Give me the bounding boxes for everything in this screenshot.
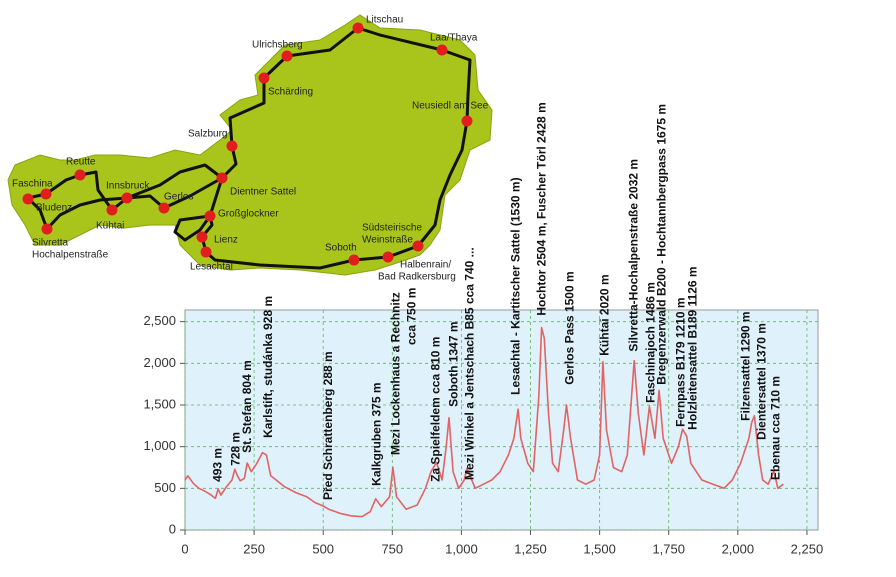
elevation-chart: 0 500 1,000 1,500 2,000 2,500 0 250 500 750 1,000 1… bbox=[143, 102, 823, 556]
x-tick-label: 1,750 bbox=[652, 541, 685, 556]
place-marker bbox=[258, 72, 270, 84]
place-marker bbox=[200, 246, 212, 258]
y-tick-label: 2,500 bbox=[143, 313, 176, 328]
place-label: Bad Radkersburg bbox=[378, 272, 456, 283]
annotation: Mezi Lockenhaus a Rechnitz bbox=[388, 292, 402, 455]
y-tick-label: 500 bbox=[154, 480, 176, 495]
place-marker bbox=[204, 210, 216, 222]
place-marker bbox=[461, 115, 473, 127]
x-tick-label: 0 bbox=[181, 541, 188, 556]
place-label: Hochalpenstraße bbox=[32, 250, 109, 261]
annotation: 493 m bbox=[210, 448, 224, 482]
annotation: Ebenau cca 710 m bbox=[769, 376, 783, 480]
place-label: Gerlos bbox=[164, 192, 193, 203]
x-tick-label: 250 bbox=[243, 541, 265, 556]
place-marker bbox=[41, 223, 53, 235]
annotation: 728 m bbox=[228, 432, 242, 466]
elevation-line bbox=[184, 326, 784, 518]
y-tick-label: 0 bbox=[169, 521, 176, 536]
place-label: Dientner Sattel bbox=[230, 187, 296, 198]
annotation: Silvretta-Hochalpenstraße 2032 m bbox=[626, 159, 640, 352]
annotation: Lesachtal - Kartitscher Sattel (1530 m) bbox=[508, 177, 522, 394]
place-label: Laa/Thaya bbox=[430, 33, 478, 44]
place-marker bbox=[412, 240, 424, 252]
place-label: Lienz bbox=[214, 235, 238, 246]
y-tick-label: 1,000 bbox=[143, 438, 176, 453]
place-marker bbox=[158, 202, 170, 214]
austria-map bbox=[7, 14, 493, 276]
annotation: Karlstift, studánka 928 m bbox=[261, 296, 275, 438]
annotation: Před Schrattenberg 288 m bbox=[321, 351, 335, 500]
place-marker bbox=[22, 193, 34, 205]
plot-area bbox=[184, 309, 819, 531]
y-tick-label: 2,000 bbox=[143, 355, 176, 370]
annotation: Gerlos Pass 1500 m bbox=[563, 271, 577, 384]
x-tick-label: 1,500 bbox=[583, 541, 616, 556]
annotation: Holzleitensattel B189 1126 m bbox=[686, 266, 700, 429]
annotation: Hochtor 2504 m, Fuscher Törl 2428 m bbox=[535, 102, 549, 315]
annotation: Bregenzerwald B200 - Hochtannbergpass 16… bbox=[655, 104, 669, 385]
place-label: Ulrichsberg bbox=[252, 40, 303, 51]
place-marker bbox=[121, 192, 133, 204]
map-places: Litschau Laa/Thaya Ulrichsberg Schärding Neu… bbox=[12, 15, 489, 283]
place-label: Kühtai bbox=[96, 221, 124, 232]
annotation: Dientersattel 1370 m bbox=[755, 323, 769, 440]
place-marker bbox=[352, 22, 364, 34]
place-label: Neusiedl am See bbox=[412, 101, 489, 112]
place-label: Lesachtal bbox=[190, 262, 233, 273]
place-marker bbox=[226, 140, 238, 152]
annotation: Kühtai 2020 m bbox=[597, 274, 611, 355]
place-label: Bludenz bbox=[36, 203, 72, 214]
annotation: cca 750 m bbox=[404, 288, 418, 345]
place-label: Großglockner bbox=[218, 209, 279, 220]
annotation: Faschinajoch 1486 m bbox=[643, 282, 657, 403]
annotation: Mezi Winkel a Jentschach B85 cca 740 ... bbox=[462, 247, 476, 480]
place-label: Litschau bbox=[366, 15, 403, 26]
x-tick-label: 2,000 bbox=[722, 541, 755, 556]
x-tick-label: 750 bbox=[381, 541, 403, 556]
x-tick-label: 2,250 bbox=[791, 541, 824, 556]
annotation: Fernpass B179 1210 m bbox=[674, 297, 688, 426]
place-marker bbox=[382, 251, 394, 263]
annotation: St. Stefan 804 m bbox=[240, 360, 254, 453]
place-marker bbox=[216, 172, 228, 184]
place-marker bbox=[196, 231, 208, 243]
place-marker bbox=[281, 50, 293, 62]
annotation: Za Spielfeldem cca 810 m bbox=[428, 337, 442, 482]
place-label: Reutte bbox=[66, 157, 96, 168]
place-label: Schärding bbox=[268, 87, 313, 98]
x-tick-label: 1,000 bbox=[445, 541, 478, 556]
place-label: Weinstraße bbox=[362, 235, 413, 246]
place-label: Südsteirische bbox=[362, 223, 422, 234]
place-marker bbox=[40, 188, 52, 200]
place-label: Salzburg bbox=[188, 129, 227, 140]
place-label: Faschina bbox=[12, 179, 53, 190]
annotation: Kalkgruben 375 m bbox=[369, 382, 383, 485]
place-label: Halbenrain/ bbox=[400, 260, 451, 271]
place-label: Soboth bbox=[325, 243, 357, 254]
place-marker bbox=[74, 169, 86, 181]
annotation: Filzensattel 1290 m bbox=[739, 311, 753, 420]
annotation: Soboth 1347 m bbox=[446, 321, 460, 406]
y-tick-label: 1,500 bbox=[143, 396, 176, 411]
place-label: Innsbruck bbox=[106, 181, 150, 192]
place-marker bbox=[106, 204, 118, 216]
place-label: Silvretta bbox=[32, 238, 69, 249]
x-tick-label: 500 bbox=[312, 541, 334, 556]
x-tick-label: 1,250 bbox=[514, 541, 547, 556]
place-marker bbox=[348, 254, 360, 266]
place-marker bbox=[436, 44, 448, 56]
